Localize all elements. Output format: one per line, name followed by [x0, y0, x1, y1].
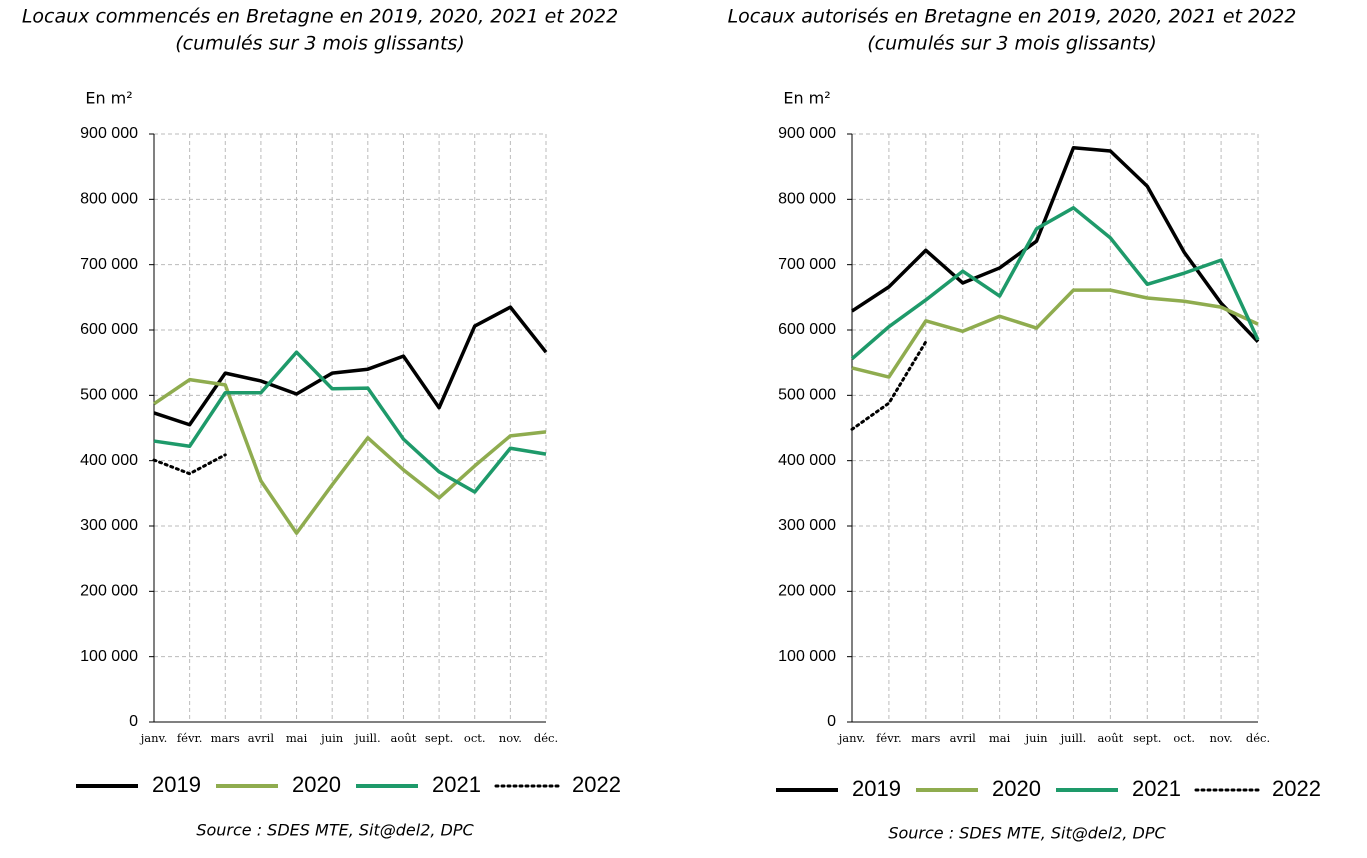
- legend-label: 2022: [1272, 776, 1321, 801]
- series-line: [152, 453, 227, 476]
- y-tick-label: 0: [129, 713, 138, 730]
- x-tick-label: déc.: [1246, 731, 1270, 745]
- y-tick-label: 400 000: [80, 452, 138, 469]
- series-line: [850, 340, 928, 431]
- x-tick-label: janv.: [139, 731, 168, 745]
- y-tick-label: 500 000: [778, 387, 836, 404]
- legend-label: 2021: [1132, 776, 1181, 801]
- series-line: [153, 377, 547, 535]
- chart-subtitle: (cumulés sur 3 mois glissants): [175, 33, 465, 55]
- series-line: [153, 305, 548, 427]
- legend-label: 2020: [992, 776, 1041, 801]
- x-tick-label: sept.: [425, 731, 453, 745]
- y-tick-label: 200 000: [80, 583, 138, 600]
- legend-label: 2019: [152, 772, 201, 797]
- legend-label: 2019: [852, 776, 901, 801]
- chart-title: Locaux commencés en Bretagne en 2019, 20…: [22, 6, 618, 28]
- y-tick-label: 700 000: [778, 256, 836, 273]
- series-line: [153, 350, 547, 494]
- x-tick-label: oct.: [1173, 731, 1195, 745]
- y-tick-label: 200 000: [778, 583, 836, 600]
- y-tick-label: 100 000: [778, 648, 836, 665]
- x-tick-label: sept.: [1133, 731, 1161, 745]
- y-tick-label: 500 000: [80, 387, 138, 404]
- x-tick-label: nov.: [499, 731, 522, 745]
- y-tick-label: 0: [827, 713, 836, 730]
- y-tick-label: 400 000: [778, 452, 836, 469]
- y-tick-label: 300 000: [80, 517, 138, 534]
- y-tick-label: 600 000: [778, 321, 836, 338]
- series-line: [851, 145, 1260, 343]
- y-tick-label: 900 000: [80, 125, 138, 142]
- x-tick-label: juin: [1024, 731, 1049, 745]
- x-tick-label: févr.: [876, 731, 901, 745]
- y-tick-label: 900 000: [778, 125, 836, 142]
- y-tick-label: 800 000: [778, 191, 836, 208]
- source-note: Source : SDES MTE, Sit@del2, DPC: [888, 824, 1166, 843]
- x-tick-label: déc.: [534, 731, 558, 745]
- series-line: [851, 288, 1259, 379]
- x-tick-label: juill.: [1059, 731, 1087, 745]
- x-tick-label: avril: [248, 731, 275, 745]
- x-tick-label: mai: [989, 731, 1011, 745]
- x-tick-label: août: [391, 731, 417, 745]
- x-tick-label: mars: [211, 731, 240, 745]
- x-tick-label: août: [1097, 731, 1123, 745]
- x-tick-label: févr.: [177, 731, 202, 745]
- x-tick-label: mai: [286, 731, 308, 745]
- y-tick-label: 600 000: [80, 321, 138, 338]
- legend-label: 2021: [432, 772, 481, 797]
- y-tick-label: 300 000: [778, 517, 836, 534]
- x-tick-label: nov.: [1210, 731, 1233, 745]
- y-axis-label: En m²: [783, 89, 830, 108]
- y-axis-label: En m²: [85, 89, 132, 108]
- y-tick-label: 700 000: [80, 256, 138, 273]
- chart-subtitle: (cumulés sur 3 mois glissants): [867, 33, 1157, 55]
- legend-label: 2020: [292, 772, 341, 797]
- x-tick-label: juill.: [353, 731, 381, 745]
- x-tick-label: oct.: [464, 731, 486, 745]
- series-line: [850, 206, 1260, 361]
- x-tick-label: juin: [319, 731, 344, 745]
- x-tick-label: avril: [950, 731, 977, 745]
- x-tick-label: janv.: [837, 731, 866, 745]
- source-note: Source : SDES MTE, Sit@del2, DPC: [196, 821, 474, 840]
- y-tick-label: 800 000: [80, 191, 138, 208]
- chart-title: Locaux autorisés en Bretagne en 2019, 20…: [728, 6, 1297, 28]
- y-tick-label: 100 000: [80, 648, 138, 665]
- legend-label: 2022: [572, 772, 621, 797]
- x-tick-label: mars: [911, 731, 940, 745]
